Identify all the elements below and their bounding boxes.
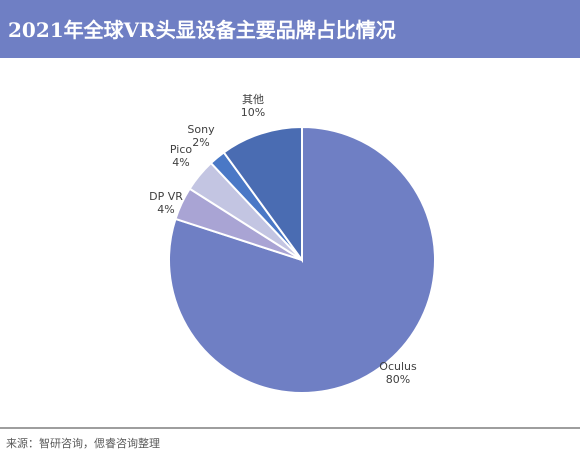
title-bar [0,0,580,58]
slice-label-value: 2% [192,136,209,149]
slice-label-value: 4% [157,203,174,216]
chart-title: 2021年全球VR头显设备主要品牌占比情况 [8,18,396,42]
slice-label-value: 80% [386,373,410,386]
slice-label-value: 10% [241,106,265,119]
pie-slice [222,125,303,264]
slice-label-value: 4% [172,156,189,169]
source-note: 来源：智研咨询，偲睿咨询整理 [6,436,160,450]
slice-label-name: DP VR [149,190,183,203]
slice-label-name: Pico [170,143,192,156]
slice-label-name: 其他 [242,93,264,106]
slice-label-name: Oculus [379,360,417,373]
slice-label-name: Sony [187,123,215,136]
